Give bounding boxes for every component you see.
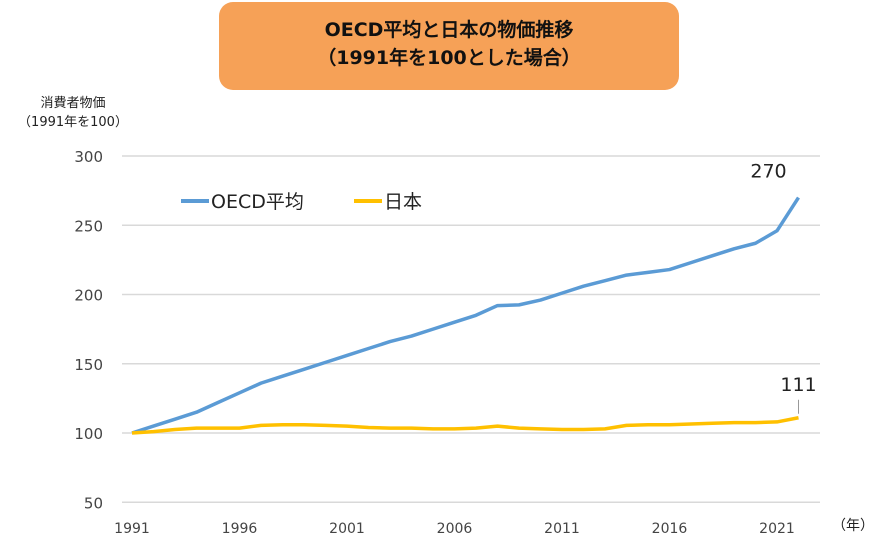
series-line-oecd xyxy=(131,196,800,435)
y-tick-label: 250 xyxy=(74,217,103,235)
series-line-japan xyxy=(131,416,799,435)
chart-title-line2: （1991年を100とした場合） xyxy=(317,47,581,69)
y-axis-label: 消費者物価 （1991年を100） xyxy=(8,94,138,132)
y-tick-label: 200 xyxy=(74,287,103,305)
y-axis-label-line1: 消費者物価 xyxy=(40,96,106,111)
legend-label: 日本 xyxy=(384,191,422,213)
x-tick-label: 2001 xyxy=(329,521,365,537)
y-axis-label-line2: （1991年を100） xyxy=(18,115,128,130)
legend-label: OECD平均 xyxy=(211,191,304,213)
chart-title-line1: OECD平均と日本の物価推移 xyxy=(324,19,574,41)
y-tick-label: 300 xyxy=(74,148,103,166)
x-tick-label: 2021 xyxy=(759,521,795,537)
end-data-label: 111 xyxy=(780,374,816,396)
x-tick-label: 2016 xyxy=(652,521,688,537)
end-data-label: 270 xyxy=(750,161,786,183)
y-tick-label: 100 xyxy=(74,425,103,443)
x-tick-label: 1996 xyxy=(222,521,258,537)
x-tick-label: 1991 xyxy=(114,521,150,537)
chart-title: OECD平均と日本の物価推移 （1991年を100とした場合） xyxy=(219,2,679,90)
y-tick-label: 50 xyxy=(84,494,103,512)
x-axis-unit: （年） xyxy=(832,518,874,534)
x-tick-label: 2011 xyxy=(544,521,580,537)
x-tick-label: 2006 xyxy=(437,521,473,537)
y-tick-label: 150 xyxy=(74,356,103,374)
